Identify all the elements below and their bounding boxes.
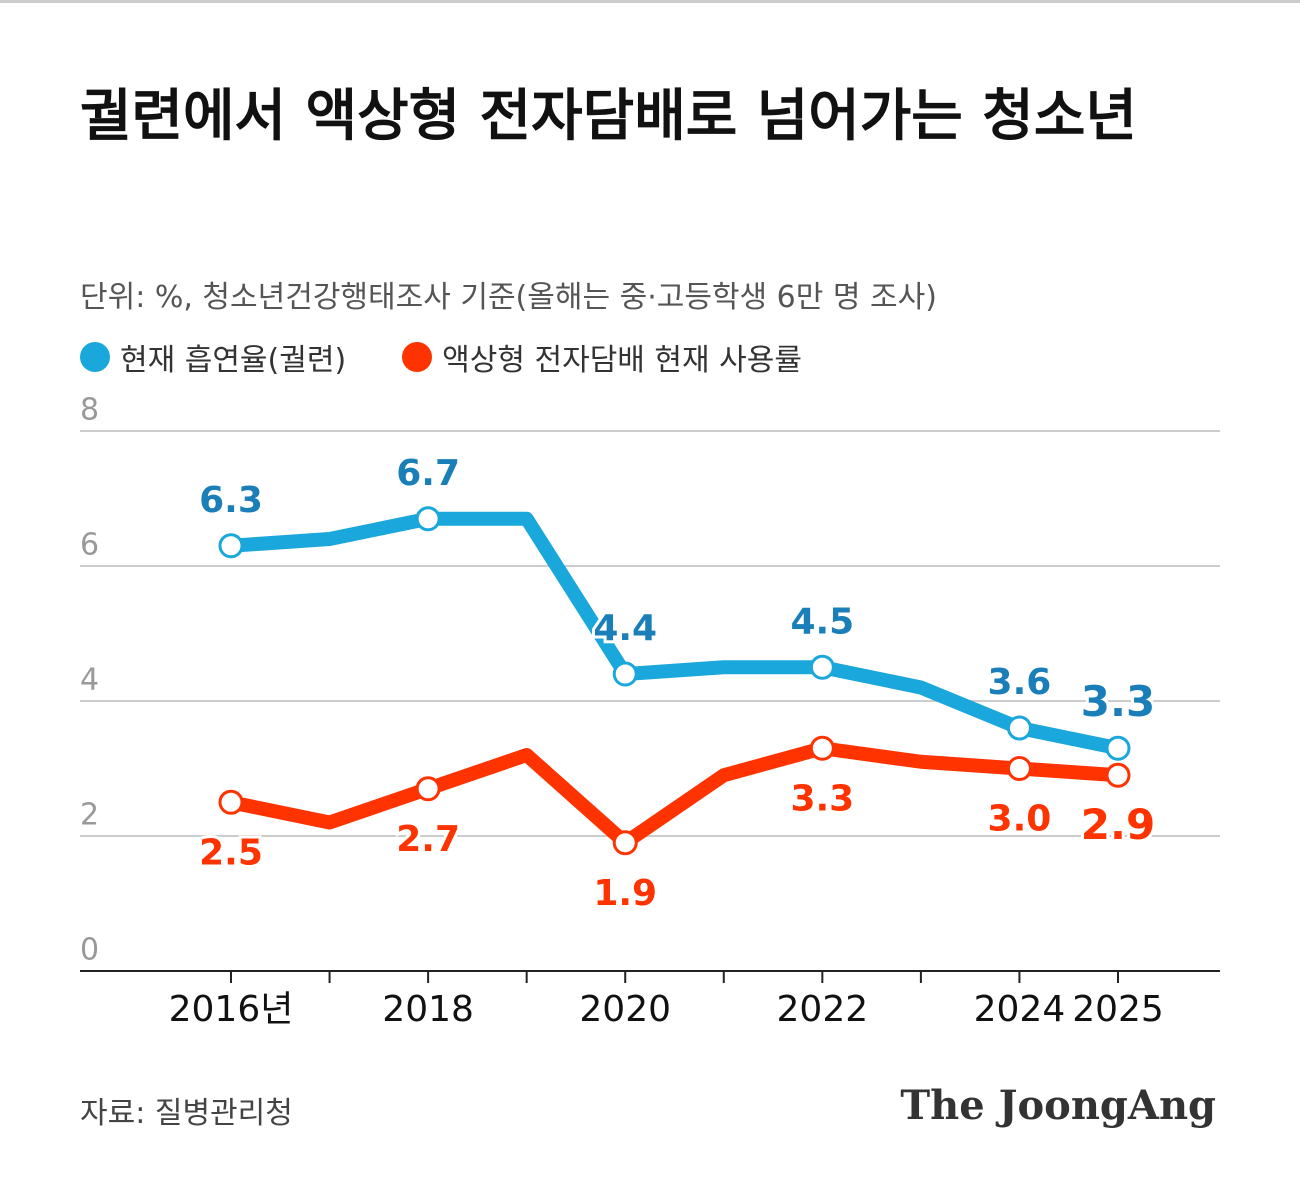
value-label: 2.5 xyxy=(199,832,263,873)
legend-item: 액상형 전자담배 현재 사용률 xyxy=(402,335,802,379)
point-marker xyxy=(612,830,638,856)
point-marker xyxy=(415,776,441,802)
legend-swatch xyxy=(402,342,433,372)
point-marker xyxy=(1105,735,1131,761)
point-marker xyxy=(218,533,244,559)
point-marker xyxy=(415,506,441,532)
subtitle: 단위: %, 청소년건강행태조사 기준(올해는 중·고등학생 6만 명 조사) xyxy=(80,280,937,315)
value-label: 6.7 xyxy=(396,453,460,494)
y-tick-label: 6 xyxy=(80,528,99,563)
x-tick-label: 2018 xyxy=(382,989,474,1030)
top-rule xyxy=(0,0,1300,3)
point-marker xyxy=(612,661,638,687)
value-label: 6.3 xyxy=(199,480,263,521)
brand: The JoongAng xyxy=(900,1082,1216,1129)
y-tick-label: 4 xyxy=(80,663,99,698)
y-tick-label: 8 xyxy=(80,393,99,428)
x-tick-label: 2022 xyxy=(777,989,869,1030)
y-tick-label: 0 xyxy=(80,933,99,968)
series-line xyxy=(224,511,1125,756)
value-label: 3.3 xyxy=(790,778,854,819)
point-marker xyxy=(1105,762,1131,788)
x-tick-label: 2024 xyxy=(974,989,1066,1030)
legend-label: 현재 흡연율(궐련) xyxy=(120,343,347,378)
x-tick-label: 2025 xyxy=(1072,989,1164,1030)
point-marker xyxy=(809,735,835,761)
x-tick-label: 2016년 xyxy=(169,989,294,1030)
x-tick-label: 2020 xyxy=(579,989,671,1030)
value-label: 3.3 xyxy=(1081,677,1155,726)
source: 자료: 질병관리청 xyxy=(80,1096,293,1131)
series-line xyxy=(224,741,1125,850)
chart-title: 궐련에서 액상형 전자담배로 넘어가는 청소년 xyxy=(80,84,1137,149)
value-label: 3.0 xyxy=(988,799,1052,840)
legend: 현재 흡연율(궐련) 액상형 전자담배 현재 사용률 xyxy=(80,335,802,379)
value-label: 2.7 xyxy=(396,819,460,860)
value-label: 3.6 xyxy=(988,662,1052,703)
value-label: 4.5 xyxy=(790,601,854,642)
point-marker xyxy=(218,789,244,815)
value-label: 2.9 xyxy=(1081,800,1155,849)
legend-swatch xyxy=(80,342,110,372)
chart: 0 2 4 6 8 2016년 2018 2020 2022 2024 2025 6.3 6.7 4.4 4… xyxy=(80,393,1220,1030)
point-marker xyxy=(1006,715,1032,741)
value-label: 1.9 xyxy=(593,873,657,914)
y-tick-label: 2 xyxy=(80,798,99,833)
point-marker xyxy=(1006,756,1032,781)
legend-label: 액상형 전자담배 현재 사용률 xyxy=(442,343,802,378)
legend-item: 현재 흡연율(궐련) xyxy=(80,335,346,379)
point-marker xyxy=(809,654,835,680)
value-label: 4.4 xyxy=(593,608,657,649)
